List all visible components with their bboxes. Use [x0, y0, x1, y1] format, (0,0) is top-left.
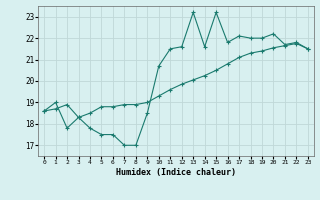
X-axis label: Humidex (Indice chaleur): Humidex (Indice chaleur) — [116, 168, 236, 177]
